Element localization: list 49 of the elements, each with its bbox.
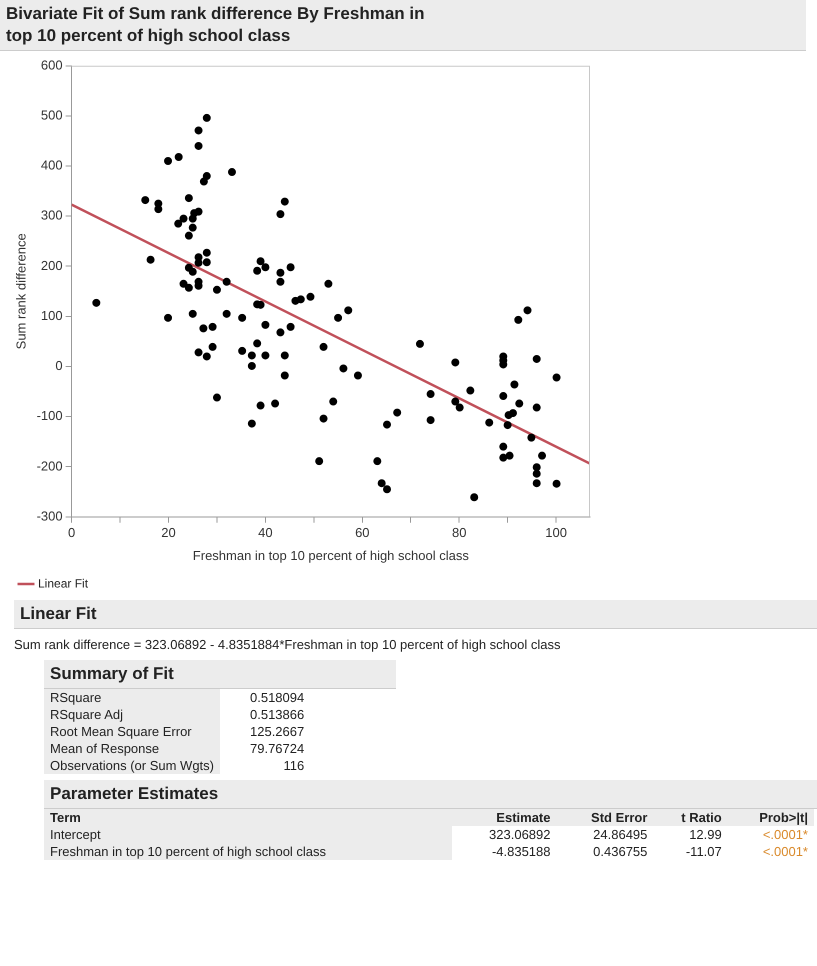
text: Linear Fit [14, 600, 817, 629]
text: Intercept [44, 826, 452, 843]
legend-label: Linear Fit [38, 576, 89, 590]
text: 24.86495 [592, 826, 648, 843]
text: Root Mean Square Error [44, 723, 220, 740]
x-tick-label: 0 [68, 525, 76, 540]
text: Prob>|t| [728, 809, 814, 826]
x-tick-label: 20 [161, 525, 176, 540]
y-tick-label: 400 [40, 158, 63, 173]
x-axis-title: Freshman in top 10 percent of high school class [192, 548, 470, 563]
text: 323.06892 [488, 826, 552, 843]
y-tick-label: 500 [40, 107, 63, 122]
y-tick-label: -300 [36, 508, 63, 524]
text: 0.436755 [592, 843, 648, 860]
text: <.0001* [762, 843, 809, 860]
text: 116 [282, 757, 306, 774]
y-tick-label: 300 [40, 208, 63, 223]
y-tick-label: 600 [40, 57, 63, 72]
text: 12.99 [688, 826, 723, 843]
text: Freshman in top 10 percent of high school class [44, 843, 452, 860]
x-tick-label: 40 [258, 525, 273, 540]
text: Summary of Fit [44, 660, 396, 689]
chart-title: Bivariate Fit of Sum rank difference By Freshman in top 10 percent of high school class [0, 0, 806, 51]
x-tick-label: 80 [452, 525, 466, 540]
text: RSquare [44, 689, 220, 706]
text: Parameter Estimates [44, 780, 817, 809]
text: 0.518094 [249, 689, 306, 706]
text: -11.07 [684, 843, 723, 860]
x-tick-label: 60 [355, 525, 370, 540]
text: -4.835188 [490, 843, 552, 860]
x-tick-label: 100 [545, 525, 567, 540]
text: Mean of Response [44, 740, 220, 757]
text: Std Error [556, 809, 654, 826]
text: 0.513866 [249, 706, 306, 723]
text: 125.2667 [249, 723, 306, 740]
text: Term [44, 809, 452, 826]
y-tick-label: -100 [36, 408, 63, 424]
text: 79.76724 [249, 740, 306, 757]
text: Estimate [452, 809, 556, 826]
y-tick-label: 0 [55, 358, 63, 374]
y-axis-title: Sum rank difference [13, 233, 28, 350]
y-tick-label: -200 [36, 458, 63, 474]
text: Observations (or Sum Wgts) [44, 757, 220, 774]
y-tick-label: 100 [40, 308, 63, 323]
y-tick-label: 200 [40, 258, 63, 273]
text: <.0001* [762, 826, 809, 843]
text: Sum rank difference = 323.06892 - 4.8351884*Freshman in top 10 percent of high school class [14, 636, 562, 654]
text: t Ratio [653, 809, 728, 826]
text: RSquare Adj [44, 706, 220, 723]
